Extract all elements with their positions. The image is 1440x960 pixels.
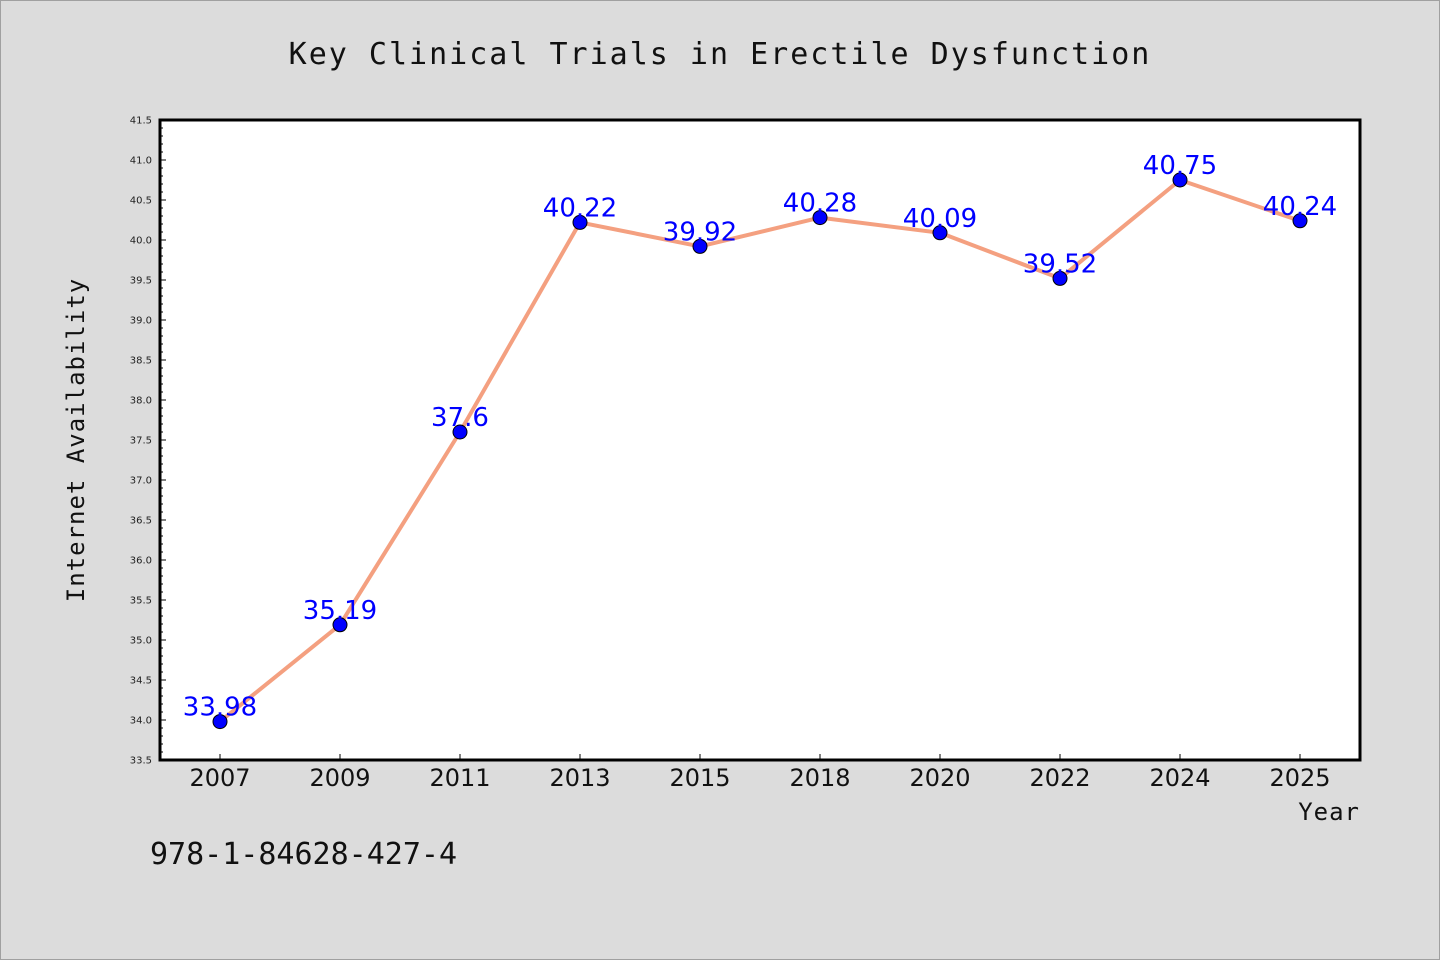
- y-axis-label: Internet Availability: [62, 278, 90, 602]
- data-label: 37.6: [431, 403, 489, 433]
- data-label: 40.28: [783, 189, 857, 219]
- x-tick-label: 2025: [1269, 764, 1330, 792]
- data-labels: 33.98 35.19 37.6 40.22 39.92 40.28 40.09 39.52 4…: [183, 151, 1337, 723]
- x-axis-label: Year: [1298, 798, 1360, 826]
- series-markers: [212, 172, 1308, 730]
- data-point: [332, 617, 348, 633]
- footer-code: 978-1-84628-427-4: [150, 837, 457, 872]
- x-tick-label: 2015: [669, 764, 730, 792]
- y-tick-label: 39.5: [130, 276, 152, 287]
- series-line: [218, 178, 1301, 724]
- x-tick-label: 2024: [1149, 764, 1210, 792]
- data-point: [812, 210, 828, 226]
- plot-area: [158, 118, 1362, 762]
- data-point: [572, 214, 588, 230]
- x-tick-label: 2013: [549, 764, 610, 792]
- y-tick-label: 37.5: [130, 436, 152, 447]
- data-label: 40.24: [1263, 192, 1337, 222]
- data-label: 40.75: [1143, 151, 1217, 181]
- x-axis-ticks: 2007 2009 2011 2013 2015 2018 2020 2022 2024 2025: [189, 754, 1331, 792]
- y-tick-label: 33.5: [130, 756, 152, 767]
- x-tick-label: 2018: [789, 764, 850, 792]
- x-tick-label: 2007: [189, 764, 250, 792]
- y-tick-label: 40.5: [130, 196, 152, 207]
- y-tick-label: 41.0: [130, 156, 152, 167]
- y-tick-label: 41.5: [130, 116, 152, 127]
- y-tick-label: 37.0: [130, 476, 152, 487]
- y-tick-label: 34.5: [130, 676, 152, 687]
- y-tick-label: 35.0: [130, 636, 152, 647]
- y-axis-ticks: 33.5 34.0 34.5 35.0 35.5 36.0 36.5 37.0 37.5 38.0…: [130, 116, 166, 767]
- chart-title: Key Clinical Trials in Erectile Dysfunct…: [289, 37, 1152, 72]
- x-tick-label: 2011: [429, 764, 490, 792]
- data-point: [212, 714, 228, 730]
- data-point: [1052, 270, 1068, 286]
- x-tick-label: 2022: [1029, 764, 1090, 792]
- y-tick-label: 35.5: [130, 596, 152, 607]
- data-label: 40.22: [543, 193, 617, 223]
- data-label: 35.19: [303, 596, 377, 626]
- y-tick-label: 38.5: [130, 356, 152, 367]
- y-tick-label: 36.5: [130, 516, 152, 527]
- data-label: 39.52: [1023, 249, 1097, 279]
- x-tick-label: 2009: [309, 764, 370, 792]
- data-point: [932, 225, 948, 241]
- data-label: 39.92: [663, 217, 737, 247]
- x-tick-label: 2020: [909, 764, 970, 792]
- y-tick-label: 38.0: [130, 396, 152, 407]
- data-point: [452, 424, 468, 440]
- y-tick-label: 40.0: [130, 236, 152, 247]
- data-point: [1172, 172, 1188, 188]
- y-tick-label: 36.0: [130, 556, 152, 567]
- data-point: [1292, 213, 1308, 229]
- y-tick-label: 34.0: [130, 716, 152, 727]
- data-label: 33.98: [183, 693, 257, 723]
- data-point: [692, 238, 708, 254]
- data-label: 40.09: [903, 204, 977, 234]
- y-tick-label: 39.0: [130, 316, 152, 327]
- series-line-group: [218, 178, 1301, 724]
